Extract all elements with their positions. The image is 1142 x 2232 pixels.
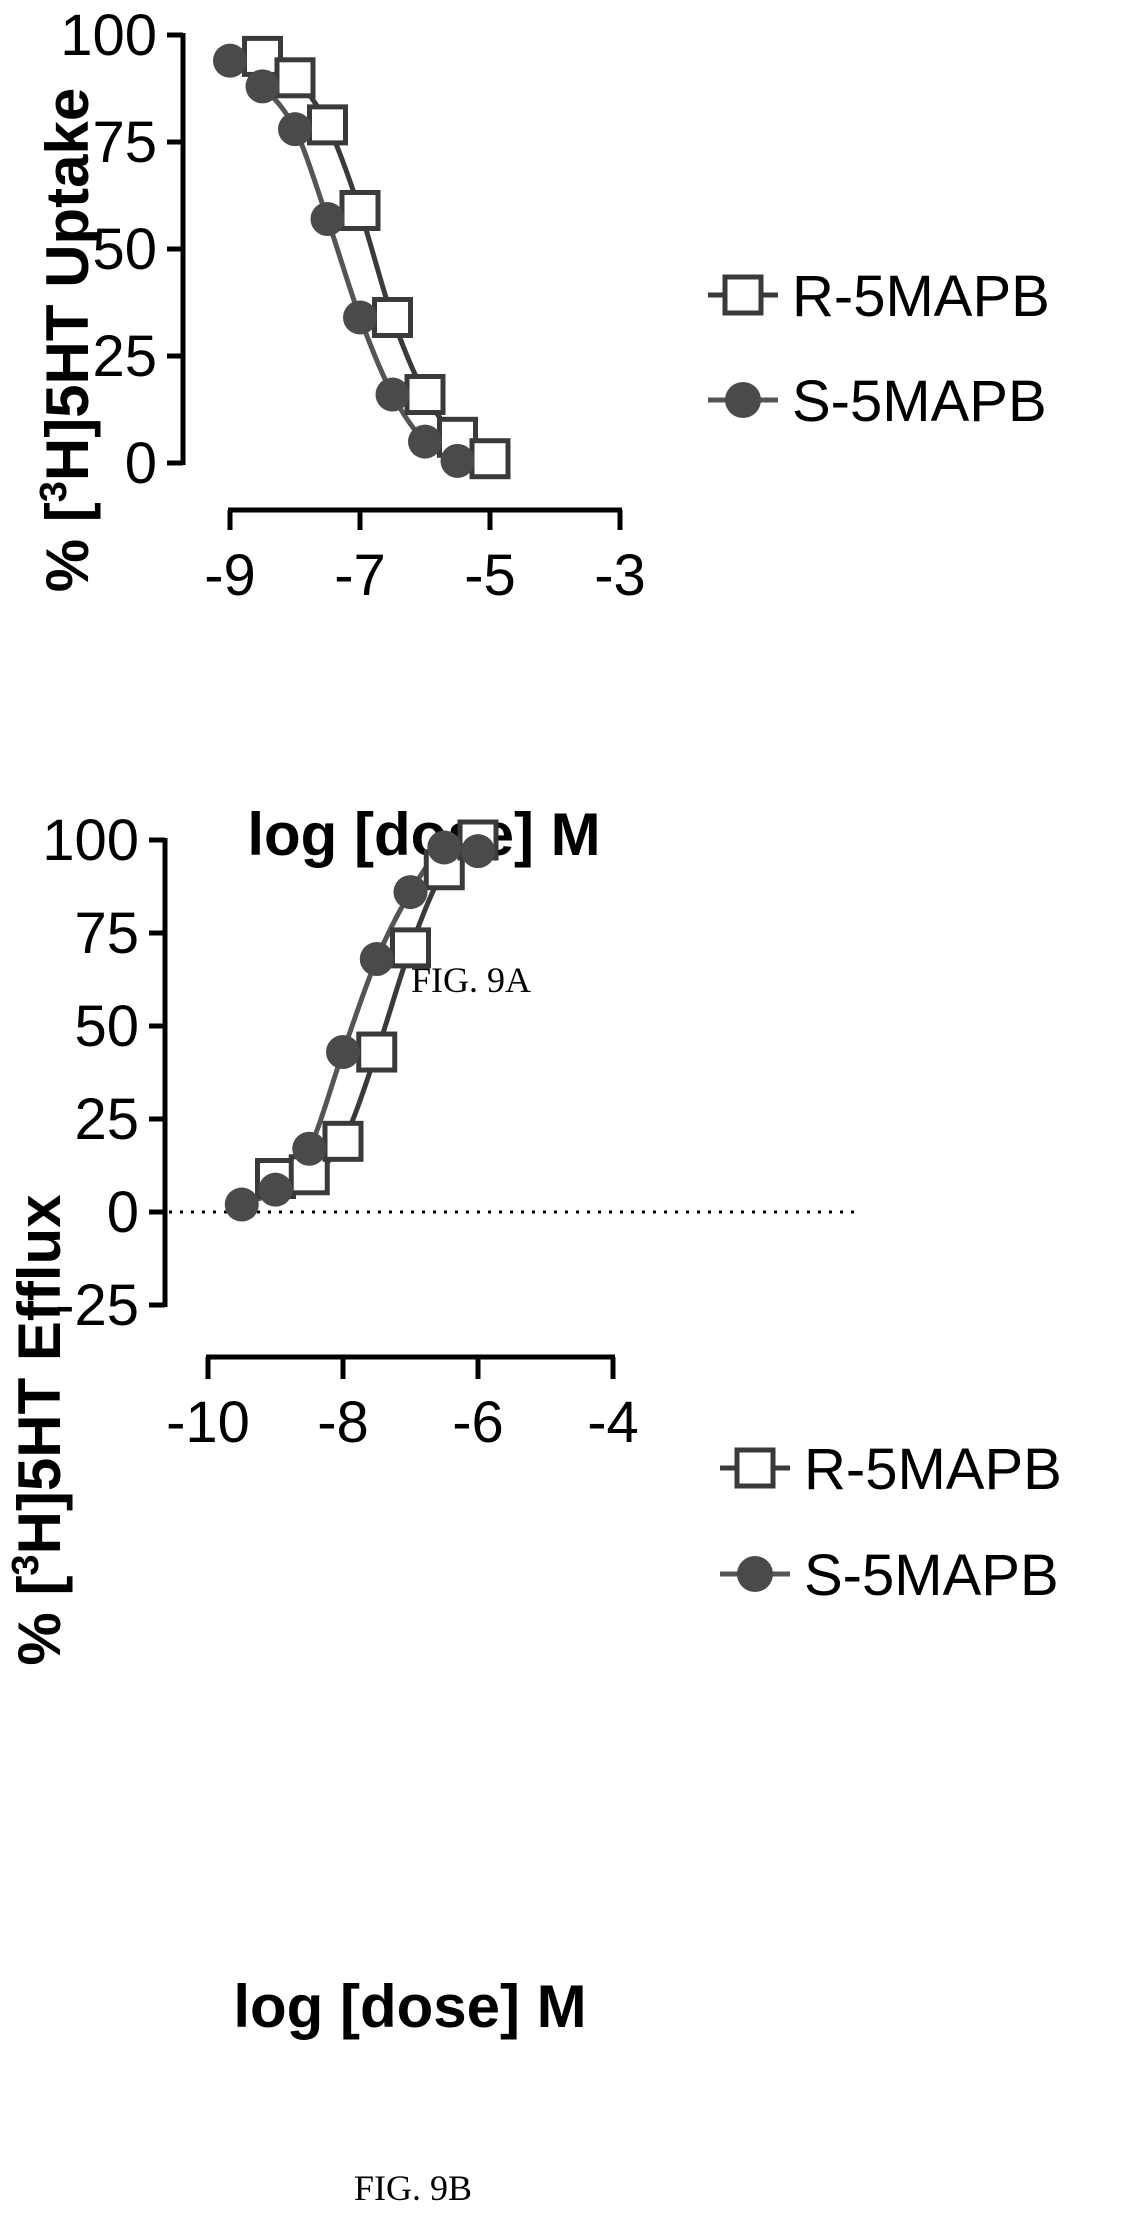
- data-point-s-5mapb-0: [213, 43, 247, 78]
- x-ticks: -9 -7 -5 -3: [204, 510, 646, 608]
- y-tick-label-25: 25: [92, 324, 157, 389]
- data-point-s-5mapb-7: [461, 834, 495, 869]
- data-point-s-5mapb-7: [440, 443, 475, 478]
- x-tick-label-neg5: -5: [464, 543, 516, 608]
- open-square-marker: [722, 274, 764, 316]
- filled-circle-marker: [737, 1556, 773, 1592]
- data-point-r-5mapb-7: [469, 438, 511, 480]
- y-tick-label-50: 50: [92, 217, 157, 282]
- data-point-s-5mapb-6: [427, 830, 462, 865]
- y-axis-title: % [3H]5HT Uptake: [33, 88, 101, 593]
- data-point-s-5mapb-0: [224, 1187, 259, 1222]
- figure-caption: FIG. 9B: [354, 2168, 472, 2208]
- y-tick-label-0: 0: [107, 1180, 139, 1245]
- x-tick-label-neg4: -4: [587, 1390, 639, 1455]
- y-tick-label-neg25: -25: [55, 1273, 139, 1338]
- y-tick-label-100: 100: [60, 3, 157, 68]
- data-point-r-5mapb-1: [274, 57, 316, 99]
- legend-item-s-5mapb: S-5MAPB: [708, 369, 1047, 434]
- legend-item-s-5mapb: S-5MAPB: [720, 1543, 1059, 1608]
- legend-label-r-5mapb: R-5MAPB: [792, 264, 1050, 329]
- legend-item-r-5mapb: R-5MAPB: [708, 264, 1050, 329]
- x-tick-label-neg8: -8: [317, 1390, 369, 1455]
- legend-label-s-5mapb: S-5MAPB: [792, 369, 1047, 434]
- data-point-s-5mapb-5: [393, 875, 428, 910]
- data-markers: [213, 35, 511, 480]
- data-point-r-5mapb-4: [390, 927, 431, 969]
- legend-label-r-5mapb: R-5MAPB: [804, 1437, 1062, 1502]
- data-point-r-5mapb-3: [339, 189, 381, 231]
- legend-item-r-5mapb: R-5MAPB: [720, 1437, 1062, 1502]
- data-point-r-5mapb-3: [356, 1031, 398, 1073]
- fit-curves: [228, 54, 492, 464]
- x-tick-label-neg7: -7: [334, 543, 386, 608]
- legend-label-s-5mapb: S-5MAPB: [804, 1543, 1059, 1608]
- x-tick-label-neg3: -3: [594, 543, 646, 608]
- y-tick-label-75: 75: [92, 110, 157, 175]
- x-tick-label-neg6: -6: [452, 1390, 504, 1455]
- data-point-s-5mapb-2: [292, 1131, 327, 1166]
- data-point-s-5mapb-5: [375, 377, 410, 412]
- data-point-r-5mapb-5: [404, 374, 446, 416]
- y-tick-label-25: 25: [74, 1087, 139, 1152]
- data-point-r-5mapb-2: [322, 1120, 364, 1162]
- chart-9b: -25 0 25 50 75 100 -10 -8 -6 -4 % [3H]5HT Efflux…: [5, 808, 1062, 2208]
- y-ticks: -25 0 25 50 75 100: [42, 808, 165, 1338]
- x-tick-label-neg10: -10: [166, 1390, 250, 1455]
- series-line-r-5mapb: [275, 838, 480, 1182]
- data-point-s-5mapb-4: [343, 300, 377, 335]
- data-point-r-5mapb-2: [307, 104, 348, 146]
- x-axis-title: log [dose] M: [233, 1973, 586, 2040]
- y-tick-label-75: 75: [74, 901, 139, 966]
- y-ticks: 0 25 50 75 100: [60, 3, 183, 496]
- x-tick-label-neg9: -9: [204, 543, 256, 608]
- y-axis-title: % [3H]5HT Efflux: [5, 1194, 73, 1665]
- y-tick-label-100: 100: [42, 808, 139, 873]
- y-tick-label-0: 0: [125, 431, 157, 496]
- x-ticks: -10 -8 -6 -4: [166, 1357, 639, 1455]
- data-point-s-5mapb-3: [310, 202, 345, 237]
- data-point-r-5mapb-4: [372, 296, 413, 338]
- filled-circle-marker: [725, 382, 761, 418]
- data-point-s-5mapb-2: [278, 112, 312, 147]
- data-point-s-5mapb-3: [326, 1035, 360, 1070]
- data-point-s-5mapb-1: [258, 1172, 293, 1207]
- y-tick-label-50: 50: [74, 994, 139, 1059]
- data-point-s-5mapb-6: [408, 424, 442, 459]
- open-square-marker: [734, 1447, 776, 1489]
- data-point-s-5mapb-1: [245, 69, 280, 104]
- legend: R-5MAPB S-5MAPB: [708, 264, 1050, 434]
- legend: R-5MAPB S-5MAPB: [720, 1437, 1062, 1608]
- data-markers: [224, 819, 499, 1222]
- data-point-s-5mapb-4: [359, 942, 394, 977]
